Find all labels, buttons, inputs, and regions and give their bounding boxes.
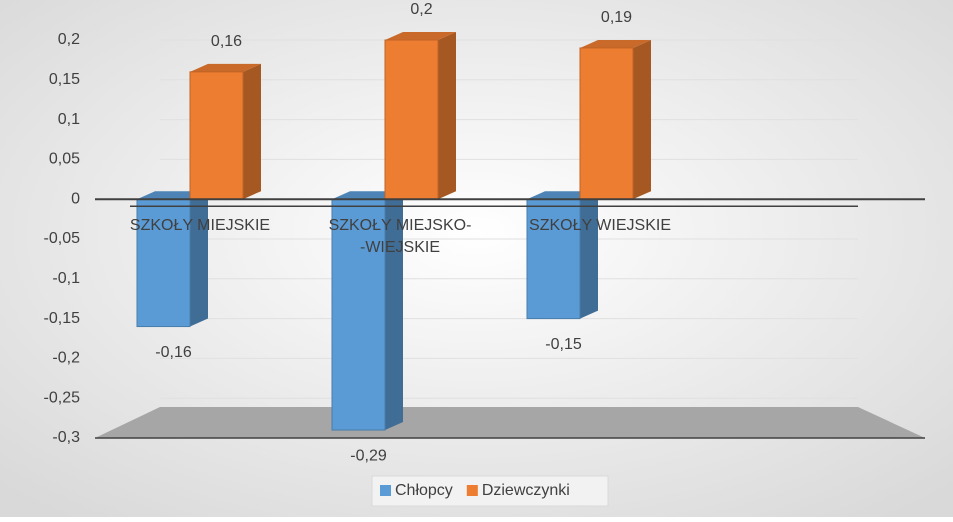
legend-label: Chłopcy — [395, 482, 453, 499]
legend-box — [371, 475, 609, 507]
bar-side — [190, 191, 208, 327]
x-tick-label: SZKOŁY WIEJSKIE — [529, 217, 671, 234]
value-label: -0,15 — [545, 336, 582, 353]
y-tick-label: 0,05 — [49, 151, 80, 168]
bar-side — [633, 39, 651, 200]
value-label: -0,29 — [350, 447, 387, 464]
bar-side — [438, 32, 456, 200]
bar-side — [385, 191, 403, 431]
x-tick-label: SZKOŁY MIEJSKIE — [130, 217, 270, 234]
value-label: 0,16 — [211, 33, 242, 50]
legend-label: Dziewczynki — [482, 482, 570, 499]
bar — [136, 198, 191, 328]
value-label: 0,2 — [410, 1, 432, 18]
y-tick-label: 0,1 — [58, 111, 80, 128]
bar — [189, 71, 244, 200]
bar — [384, 39, 439, 200]
y-tick-label: -0,25 — [44, 389, 81, 406]
bar — [579, 47, 634, 200]
y-tick-label: 0,15 — [49, 71, 80, 88]
y-tick-label: 0,2 — [58, 31, 80, 48]
value-label: -0,16 — [155, 344, 192, 361]
bar-side — [580, 191, 598, 319]
y-tick-label: 0 — [71, 190, 80, 207]
y-tick-label: -0,2 — [52, 350, 80, 367]
legend-swatch — [466, 485, 478, 496]
bar-top — [190, 63, 261, 72]
y-tick-label: -0,05 — [44, 230, 81, 247]
x-tick-label: SZKOŁY MIEJSKO--WIEJSKIE — [329, 217, 472, 256]
legend-swatch — [380, 485, 391, 496]
floor — [95, 407, 925, 438]
bar — [526, 198, 581, 320]
y-tick-label: -0,1 — [52, 270, 80, 287]
value-label: 0,19 — [601, 9, 632, 26]
bar — [331, 198, 386, 431]
y-tick-label: -0,3 — [52, 429, 80, 446]
bar-side — [243, 63, 261, 200]
bar-top — [385, 32, 456, 40]
y-tick-label: -0,15 — [44, 310, 81, 327]
bar-top — [580, 39, 651, 48]
